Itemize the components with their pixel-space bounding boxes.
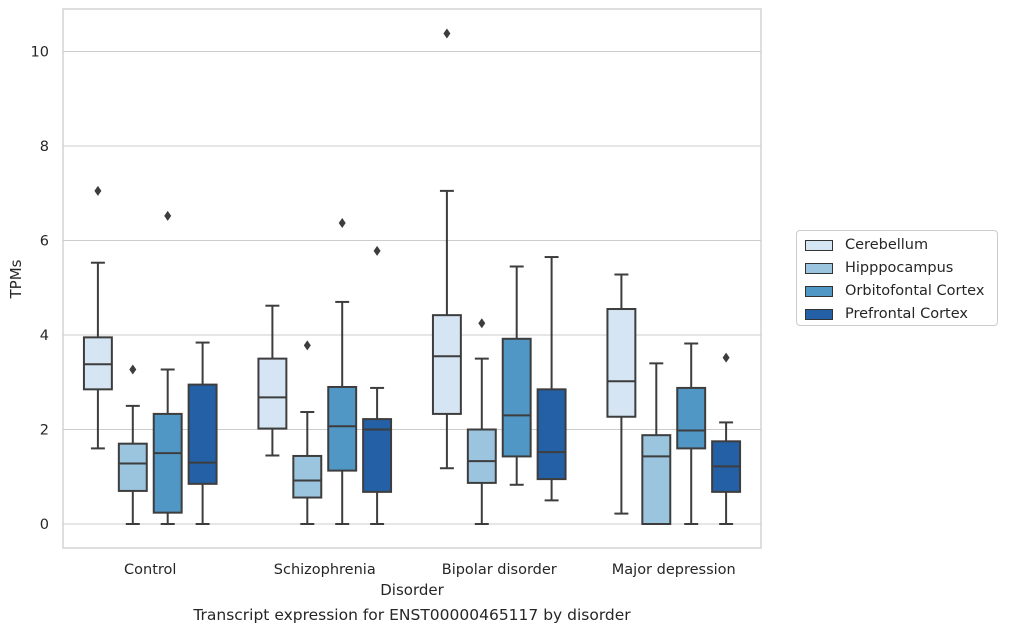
legend-label: Hipppocampus — [845, 260, 954, 276]
outlier-point — [478, 318, 486, 329]
legend-swatch-hipppocampus — [805, 262, 833, 274]
plot-frame — [62, 8, 762, 549]
legend-item-prefrontal-cortex: Prefrontal Cortex — [805, 304, 968, 324]
box-hipppocampus — [292, 340, 323, 525]
outlier-point — [443, 28, 451, 39]
outlier-point — [303, 340, 311, 351]
legend-swatch-cerebellum — [805, 239, 833, 251]
y-tick-label: 8 — [40, 139, 49, 155]
y-tick-label: 2 — [40, 423, 49, 439]
outlier-point — [722, 352, 730, 363]
legend-swatch-prefrontal-cortex — [805, 308, 833, 320]
legend-item-orbitofontal-cortex: Orbitofontal Cortex — [805, 281, 984, 301]
box-layer — [82, 28, 742, 526]
box-prefrontal-cortex — [711, 352, 742, 525]
y-tick-label: 10 — [31, 45, 49, 61]
x-tick-label: Schizophrenia — [274, 562, 376, 578]
box-cerebellum — [82, 185, 113, 450]
box-prefrontal-cortex — [536, 256, 567, 502]
box-hipppocampus — [641, 362, 672, 526]
y-tick-label: 0 — [40, 517, 49, 533]
x-tick-labels: Control Schizophrenia Bipolar disorder Majo… — [124, 562, 736, 578]
y-tick-labels: 0 2 4 6 8 10 — [31, 45, 49, 534]
box-orbitofontal-cortex — [501, 265, 532, 486]
y-axis-label: TPMs — [7, 259, 25, 299]
box-cerebellum — [606, 273, 637, 515]
box-body — [501, 337, 532, 458]
x-tick-label: Major depression — [612, 562, 736, 578]
box-body — [431, 314, 462, 415]
box-body — [466, 428, 497, 484]
box-body — [676, 386, 707, 450]
box-body — [152, 412, 183, 514]
box-cerebellum — [431, 28, 462, 470]
x-axis-label: Disorder — [380, 581, 444, 599]
legend-item-cerebellum: Cerebellum — [805, 235, 928, 255]
box-prefrontal-cortex — [187, 341, 218, 525]
legend-item-hipppocampus: Hipppocampus — [805, 258, 953, 278]
figure-caption: Transcript expression for ENST0000046511… — [193, 606, 631, 624]
box-hipppocampus — [466, 318, 497, 525]
box-body — [117, 442, 148, 492]
box-cerebellum — [257, 304, 288, 457]
x-tick-label: Bipolar disorder — [442, 562, 557, 578]
box-body — [536, 388, 567, 481]
outlier-point — [338, 218, 346, 229]
legend-label: Cerebellum — [845, 237, 929, 253]
box-body — [606, 308, 637, 418]
box-orbitofontal-cortex — [327, 218, 358, 525]
box-body — [641, 434, 672, 526]
box-body — [257, 357, 288, 430]
box-body — [187, 383, 218, 485]
y-tick-label: 6 — [40, 234, 49, 250]
box-orbitofontal-cortex — [152, 210, 183, 525]
box-body — [327, 385, 358, 472]
box-hipppocampus — [117, 364, 148, 525]
legend-swatch-orbitofontal-cortex — [805, 285, 833, 297]
outlier-point — [164, 210, 172, 221]
box-body — [292, 454, 323, 499]
box-orbitofontal-cortex — [676, 342, 707, 525]
legend: Cerebellum Hipppocampus Orbitofontal Cor… — [796, 230, 998, 326]
y-tick-label: 4 — [40, 328, 49, 344]
box-body — [362, 418, 393, 493]
outlier-point — [373, 245, 381, 256]
outlier-point — [94, 185, 102, 196]
x-tick-label: Control — [124, 562, 176, 578]
box-prefrontal-cortex — [362, 245, 393, 525]
legend-label: Prefrontal Cortex — [845, 306, 968, 322]
outlier-point — [129, 364, 137, 375]
legend-label: Orbitofontal Cortex — [845, 283, 985, 299]
